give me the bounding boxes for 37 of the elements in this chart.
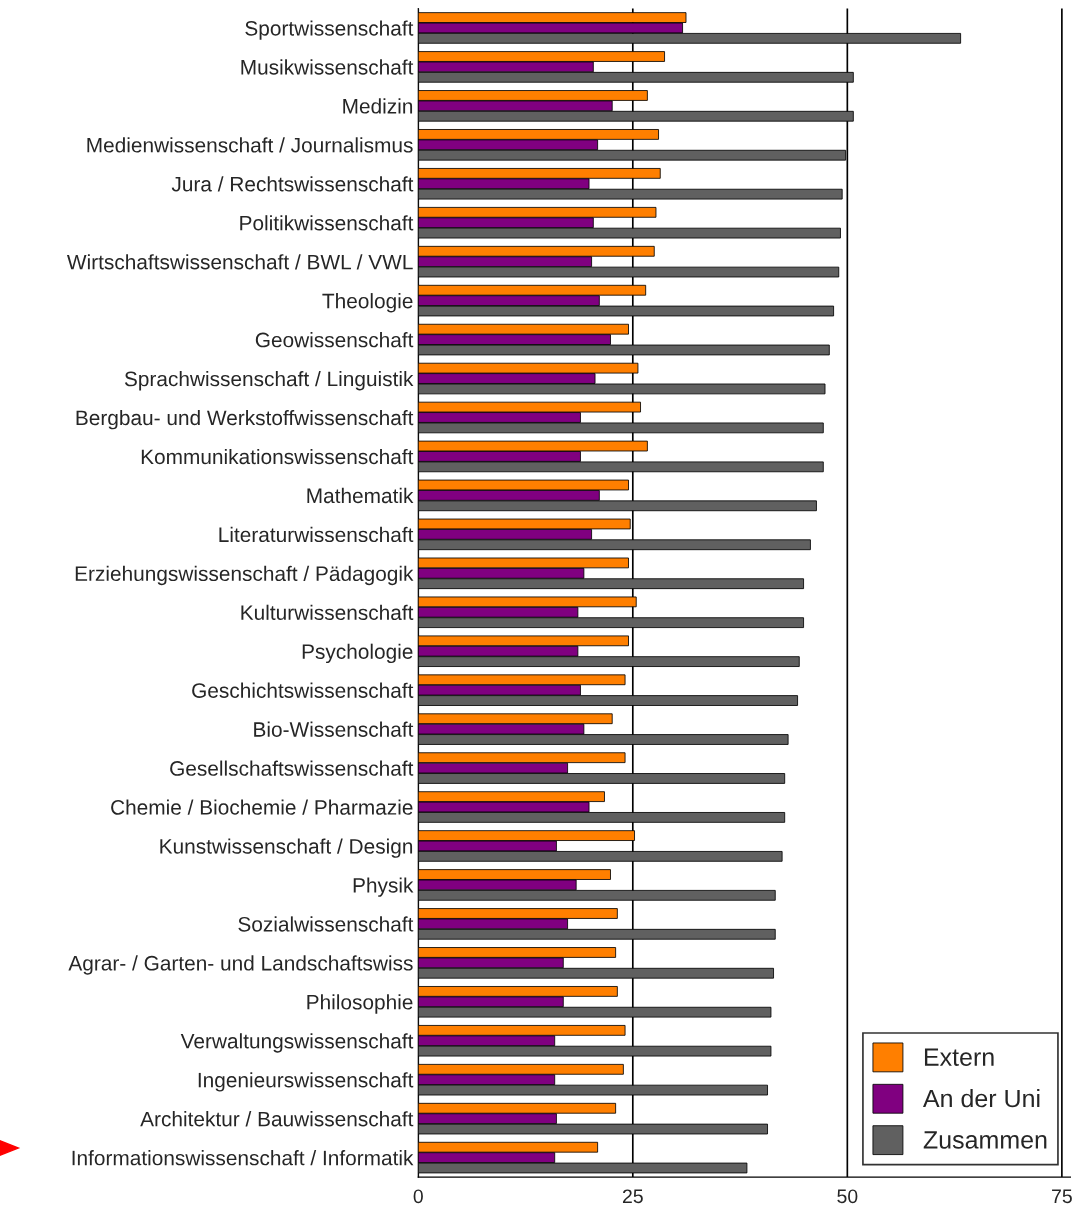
y-tick-label: Literaturwissenschaft <box>219 526 414 543</box>
y-tick-label: Bergbau- und Werkstoffwissenschaft <box>76 409 414 430</box>
y-tick-label: Kulturwissenschaft <box>241 604 414 621</box>
y-tick-label: Sprachwissenschaft / Linguistik <box>124 370 414 391</box>
y-tick-label: Architektur / Bauwissenschaft <box>140 1111 414 1127</box>
y-tick-label: Kunstwissenschaft / Design <box>160 838 413 858</box>
y-tick-label: Physik <box>353 877 414 897</box>
y-tick-label: Mathematik <box>307 487 414 504</box>
x-tick-label: 0 <box>413 1189 423 1204</box>
y-tick-label: Verwaltungswissenschaft <box>180 1033 414 1053</box>
y-tick-label: Bio-Wissenschaft <box>254 721 414 737</box>
y-tick-label: Medienwissenschaft / Journalismus <box>87 137 413 153</box>
legend-label: Extern <box>924 1048 994 1066</box>
y-tick-label: Kommunikationswissenschaft <box>141 448 414 465</box>
y-tick-label: Ingenieurswissenschaft <box>198 1072 414 1092</box>
y-tick-label: Chemie / Biochemie / Pharmazie <box>111 799 413 815</box>
y-tick-label: Sportwissenschaft <box>245 20 414 40</box>
y-tick-label: Agrar- / Garten- und Landschaftswiss <box>68 955 413 975</box>
legend-label: An der Uni <box>922 1088 1040 1108</box>
y-tick-label: Gesellschaftswissenschaft <box>170 760 414 776</box>
y-tick-label: Erziehungswissenschaft / Pädagogik <box>75 565 414 586</box>
y-tick-label: Wirtschaftswissenschaft / BWL / VWL <box>66 254 413 270</box>
y-tick-label: Medizin <box>343 98 413 114</box>
x-tick-label: 50 <box>837 1189 858 1204</box>
y-tick-label: Theologie <box>322 293 413 313</box>
legend-label: Zusammen <box>923 1131 1047 1149</box>
y-tick-label: Informationswissenschaft / Informatik <box>72 1150 414 1166</box>
y-tick-label: Musikwissenschaft <box>241 59 414 75</box>
y-tick-label: Geowissenschaft <box>255 332 414 348</box>
x-tick-label: 75 <box>1052 1189 1072 1204</box>
y-tick-label: Jura / Rechtswissenschaft <box>171 176 414 192</box>
x-tick-label: 25 <box>622 1189 643 1204</box>
y-tick-label: Politikwissenschaft <box>240 215 414 231</box>
y-tick-label: Sozialwissenschaft <box>238 916 414 932</box>
y-tick-label: Philosophie <box>307 994 413 1014</box>
y-tick-label: Psychologie <box>302 643 413 664</box>
y-tick-label: Geschichtswissenschaft <box>192 682 414 698</box>
